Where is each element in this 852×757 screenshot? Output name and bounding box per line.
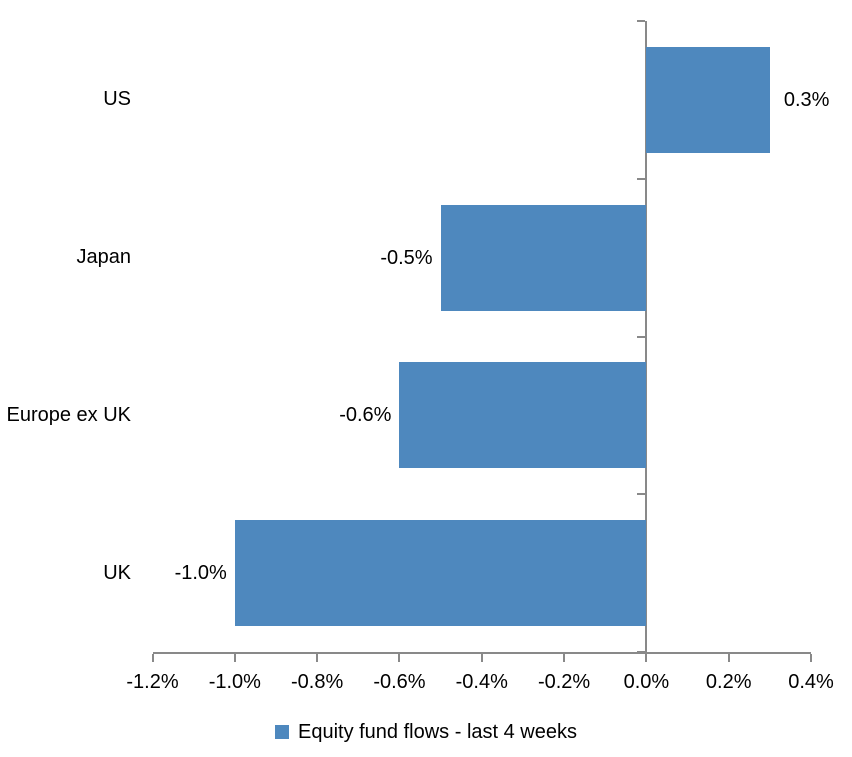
x-axis-tick-label: -1.0%	[208, 671, 261, 693]
category-label-uk: UK	[103, 561, 131, 584]
data-label-europe-ex-uk: -0.6%	[339, 404, 392, 427]
bar-europe-ex-uk	[399, 362, 647, 469]
x-axis-tick	[398, 654, 401, 662]
x-axis-tick	[645, 654, 648, 662]
bar-us	[646, 46, 770, 153]
x-axis-tick	[233, 654, 236, 662]
x-axis-tick	[151, 654, 154, 662]
x-axis-tick-label: 0.2%	[705, 671, 752, 693]
category-label-us: US	[103, 88, 131, 111]
x-axis-tick-label: -0.6%	[373, 671, 426, 693]
legend-label: Equity fund flows - last 4 weeks	[297, 720, 577, 743]
category-axis-tick	[637, 20, 646, 22]
bar-japan	[440, 204, 647, 311]
data-label-us: 0.3%	[783, 88, 830, 111]
x-axis-tick-label: 0.4%	[788, 671, 834, 693]
value-axis-zero-line	[645, 21, 648, 652]
x-axis-tick-label: -0.8%	[291, 671, 344, 693]
x-axis-tick	[316, 654, 319, 662]
x-axis-tick-label: -0.2%	[537, 671, 591, 693]
x-axis-tick	[727, 654, 730, 662]
legend-swatch	[274, 725, 289, 739]
x-axis-tick	[563, 654, 566, 662]
category-axis-tick	[637, 493, 646, 496]
category-label-japan: Japan	[76, 246, 132, 269]
data-label-japan: -0.5%	[380, 246, 433, 269]
data-label-uk: -1.0%	[174, 562, 227, 585]
category-axis-tick	[637, 335, 646, 338]
x-axis-tick-label: -0.4%	[455, 671, 508, 693]
x-axis-tick-label: 0.0%	[623, 671, 670, 693]
category-axis-tick	[637, 177, 646, 180]
x-axis-line	[152, 652, 811, 654]
bar-uk	[234, 520, 647, 627]
x-axis-tick	[480, 654, 483, 662]
x-axis-tick-label: -1.2%	[126, 671, 179, 693]
x-axis-tick	[810, 654, 812, 662]
category-label-europe-ex-uk: Europe ex UK	[6, 403, 131, 426]
legend: Equity fund flows - last 4 weeks	[0, 718, 852, 746]
